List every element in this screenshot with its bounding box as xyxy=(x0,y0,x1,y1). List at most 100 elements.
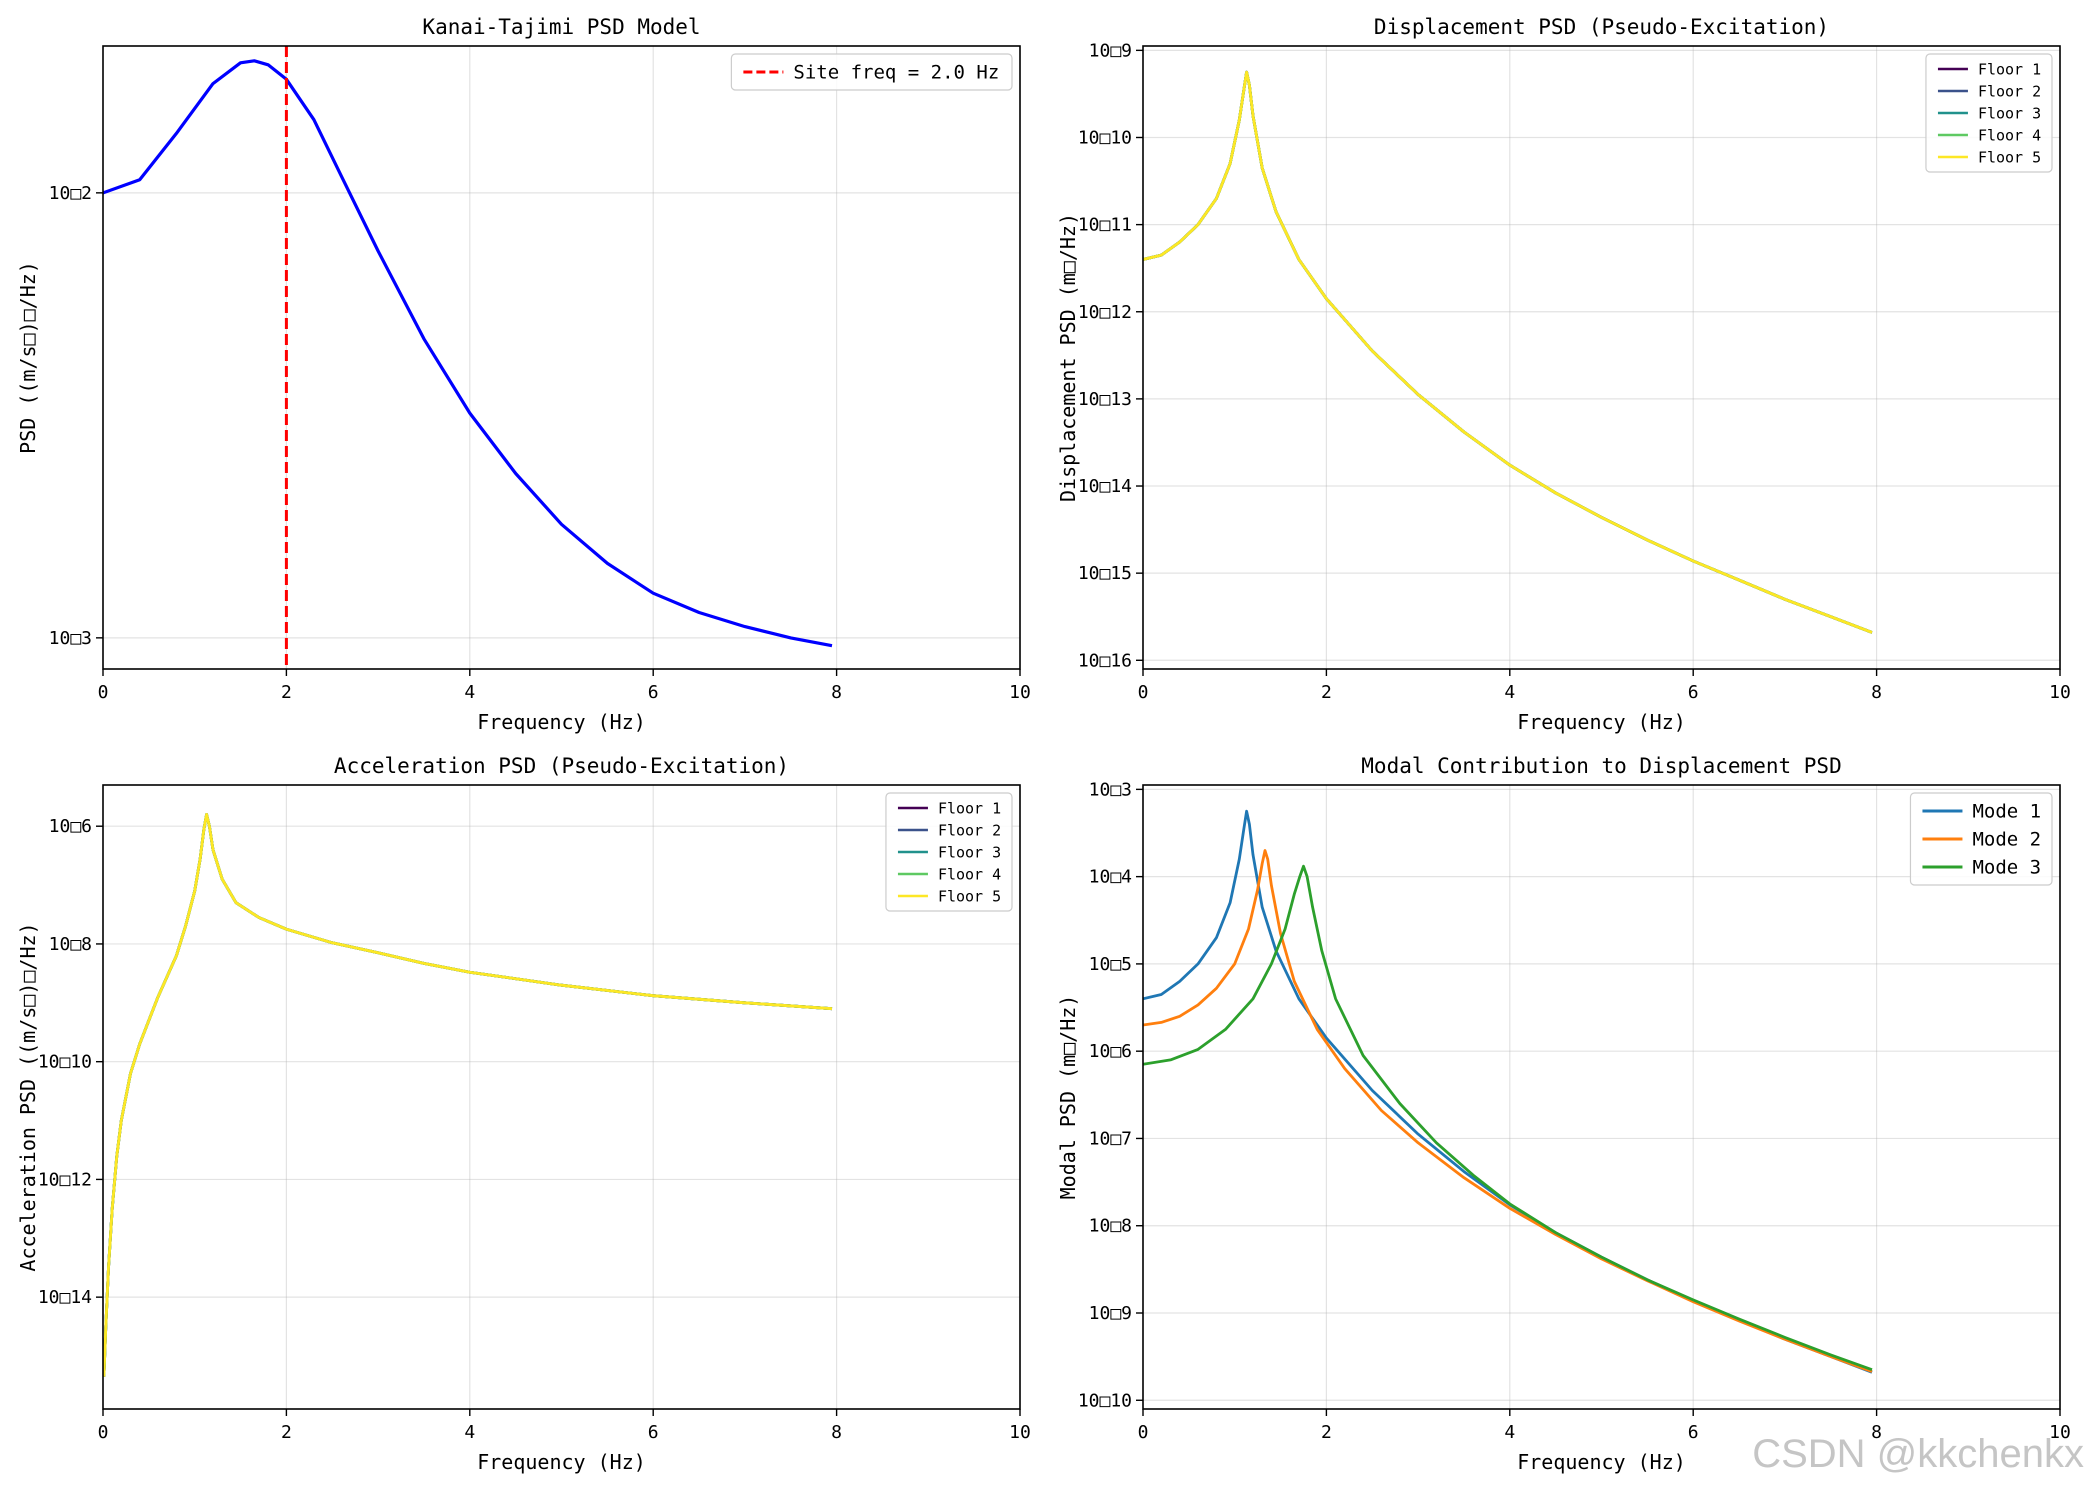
accel-legend-label-1: Floor 1 xyxy=(938,799,1001,817)
modal-xtick-label: 0 xyxy=(1138,1422,1149,1443)
disp-xtick-label: 0 xyxy=(1138,682,1149,703)
modal-ytick-label: 10□8 xyxy=(1089,1216,1132,1237)
modal-xtick-label: 6 xyxy=(1688,1422,1699,1443)
modal-xlabel: Frequency (Hz) xyxy=(1517,1450,1686,1474)
disp-legend: Floor 1 Floor 2 Floor 3 Floor 4 Floor 5 xyxy=(1925,53,2053,173)
modal-ytick-label: 10□4 xyxy=(1089,867,1132,888)
disp-xtick-label: 10 xyxy=(2049,682,2071,703)
disp-series-line-2 xyxy=(1143,70,1873,634)
modal-ytick-label: 10□10 xyxy=(1078,1390,1132,1411)
accel-xtick-label: 2 xyxy=(281,1422,292,1443)
disp-frame xyxy=(1142,45,2061,670)
accel-series-line-4 xyxy=(103,813,833,1377)
disp-ytick-label: 10□9 xyxy=(1089,40,1132,61)
disp-ytick-label: 10□14 xyxy=(1078,476,1132,497)
accel-xtick-label: 0 xyxy=(98,1422,109,1443)
modal-ytick-label: 10□5 xyxy=(1089,954,1132,975)
accel-ytick-label: 10□6 xyxy=(49,816,92,837)
modal-series-line-2 xyxy=(1143,849,1873,1373)
accel-ylabel: Acceleration PSD ((m/s□)□/Hz) xyxy=(16,922,40,1271)
disp-ytick-label: 10□11 xyxy=(1078,215,1132,236)
accel-title: Acceleration PSD (Pseudo-Excitation) xyxy=(334,754,789,778)
kanai-xtick-label: 8 xyxy=(831,682,842,703)
modal-legend-label-1: Mode 1 xyxy=(1972,801,2041,823)
modal-plot-area xyxy=(1143,809,1873,1374)
kanai-title: Kanai-Tajimi PSD Model xyxy=(422,15,700,39)
disp-legend-label-1: Floor 1 xyxy=(1978,60,2041,78)
disp-legend-label-4: Floor 4 xyxy=(1978,126,2041,144)
accel-plot-area xyxy=(103,813,833,1377)
kanai-legend-label-1: Site freq = 2.0 Hz xyxy=(793,62,999,84)
accel-legend-label-5: Floor 5 xyxy=(938,887,1001,905)
kanai-ylabel: PSD ((m/s□)□/Hz) xyxy=(16,261,40,454)
disp-series-line-3 xyxy=(1143,70,1873,634)
disp-ylabel: Displacement PSD (m□/Hz) xyxy=(1056,213,1080,502)
watermark: CSDN @kkchenkx xyxy=(1752,1432,2084,1476)
modal-legend: Mode 1 Mode 2 Mode 3 xyxy=(1909,792,2053,886)
modal-series-line-1 xyxy=(1143,809,1873,1374)
accel-xtick-label: 10 xyxy=(1009,1422,1031,1443)
kanai-legend: Site freq = 2.0 Hz xyxy=(730,53,1013,91)
accel-legend-label-4: Floor 4 xyxy=(938,865,1001,883)
modal-ytick-label: 10□7 xyxy=(1089,1128,1132,1149)
accel-xlabel: Frequency (Hz) xyxy=(477,1450,646,1474)
disp-legend-box xyxy=(1925,53,2053,173)
accel-series-line-3 xyxy=(103,813,833,1377)
modal-xtick-label: 2 xyxy=(1321,1422,1332,1443)
disp-xtick-label: 6 xyxy=(1688,682,1699,703)
modal-panel: 0 2 4 6 8 10 10□3 10□4 10□5 10□6 10□7 10□8 10□9 10□10… xyxy=(1056,754,2071,1474)
kanai-xtick-label: 6 xyxy=(648,682,659,703)
accel-legend-label-3: Floor 3 xyxy=(938,843,1001,861)
disp-xlabel: Frequency (Hz) xyxy=(1517,710,1686,734)
modal-title: Modal Contribution to Displacement PSD xyxy=(1361,754,1841,778)
disp-xtick-label: 4 xyxy=(1504,682,1515,703)
disp-xtick-label: 8 xyxy=(1871,682,1882,703)
modal-frame xyxy=(1142,784,2061,1410)
kanai-xlabel: Frequency (Hz) xyxy=(477,710,646,734)
accel-ytick-label: 10□14 xyxy=(38,1287,92,1308)
modal-xtick-label: 8 xyxy=(1871,1422,1882,1443)
accel-legend: Floor 1 Floor 2 Floor 3 Floor 4 Floor 5 xyxy=(885,792,1013,912)
accel-legend-label-2: Floor 2 xyxy=(938,821,1001,839)
accel-series-line-2 xyxy=(103,813,833,1377)
modal-ylabel: Modal PSD (m□/Hz) xyxy=(1056,995,1080,1200)
kanai-ytick-label: 10□3 xyxy=(49,628,92,649)
accel-series-line-1 xyxy=(103,813,833,1377)
accel-ytick-label: 10□12 xyxy=(38,1169,92,1190)
modal-ytick-label: 10□3 xyxy=(1089,779,1132,800)
kanai-xtick-label: 4 xyxy=(464,682,475,703)
accel-ytick-label: 10□10 xyxy=(38,1052,92,1073)
modal-legend-label-2: Mode 2 xyxy=(1972,829,2041,851)
disp-series-line-5 xyxy=(1143,70,1873,634)
disp-plot-area xyxy=(1143,70,1873,634)
accel-ytick-label: 10□8 xyxy=(49,934,92,955)
kanai-panel: 0 2 4 6 8 10 10□2 10□3 Kanai-Tajimi PSD Model Fre… xyxy=(16,15,1031,734)
disp-ytick-label: 10□13 xyxy=(1078,389,1132,410)
disp-series-line-4 xyxy=(1143,70,1873,634)
kanai-legend-box xyxy=(730,53,1013,91)
accel-xtick-label: 4 xyxy=(464,1422,475,1443)
accel-legend-box xyxy=(885,792,1013,912)
disp-series-line-1 xyxy=(1143,70,1873,634)
kanai-xtick-label: 2 xyxy=(281,682,292,703)
disp-xtick-label: 2 xyxy=(1321,682,1332,703)
disp-legend-label-5: Floor 5 xyxy=(1978,148,2041,166)
accel-xtick-label: 6 xyxy=(648,1422,659,1443)
accel-xtick-label: 8 xyxy=(831,1422,842,1443)
disp-panel: 0 2 4 6 8 10 10□9 10□10 10□11 10□12 10□13 10□14 10□1… xyxy=(1056,15,2071,734)
modal-xtick-label: 10 xyxy=(2049,1422,2071,1443)
disp-title: Displacement PSD (Pseudo-Excitation) xyxy=(1374,15,1829,39)
accel-frame xyxy=(102,784,1021,1410)
kanai-plot-area xyxy=(103,46,833,669)
kanai-xtick-label: 0 xyxy=(98,682,109,703)
modal-xtick-label: 4 xyxy=(1504,1422,1515,1443)
kanai-frame xyxy=(102,45,1021,670)
modal-series-line-3 xyxy=(1143,864,1873,1372)
modal-legend-box xyxy=(1909,792,2053,886)
disp-legend-label-2: Floor 2 xyxy=(1978,82,2041,100)
disp-ytick-label: 10□15 xyxy=(1078,563,1132,584)
kanai-series-line-1 xyxy=(103,59,833,648)
accel-series-line-5 xyxy=(103,813,833,1377)
